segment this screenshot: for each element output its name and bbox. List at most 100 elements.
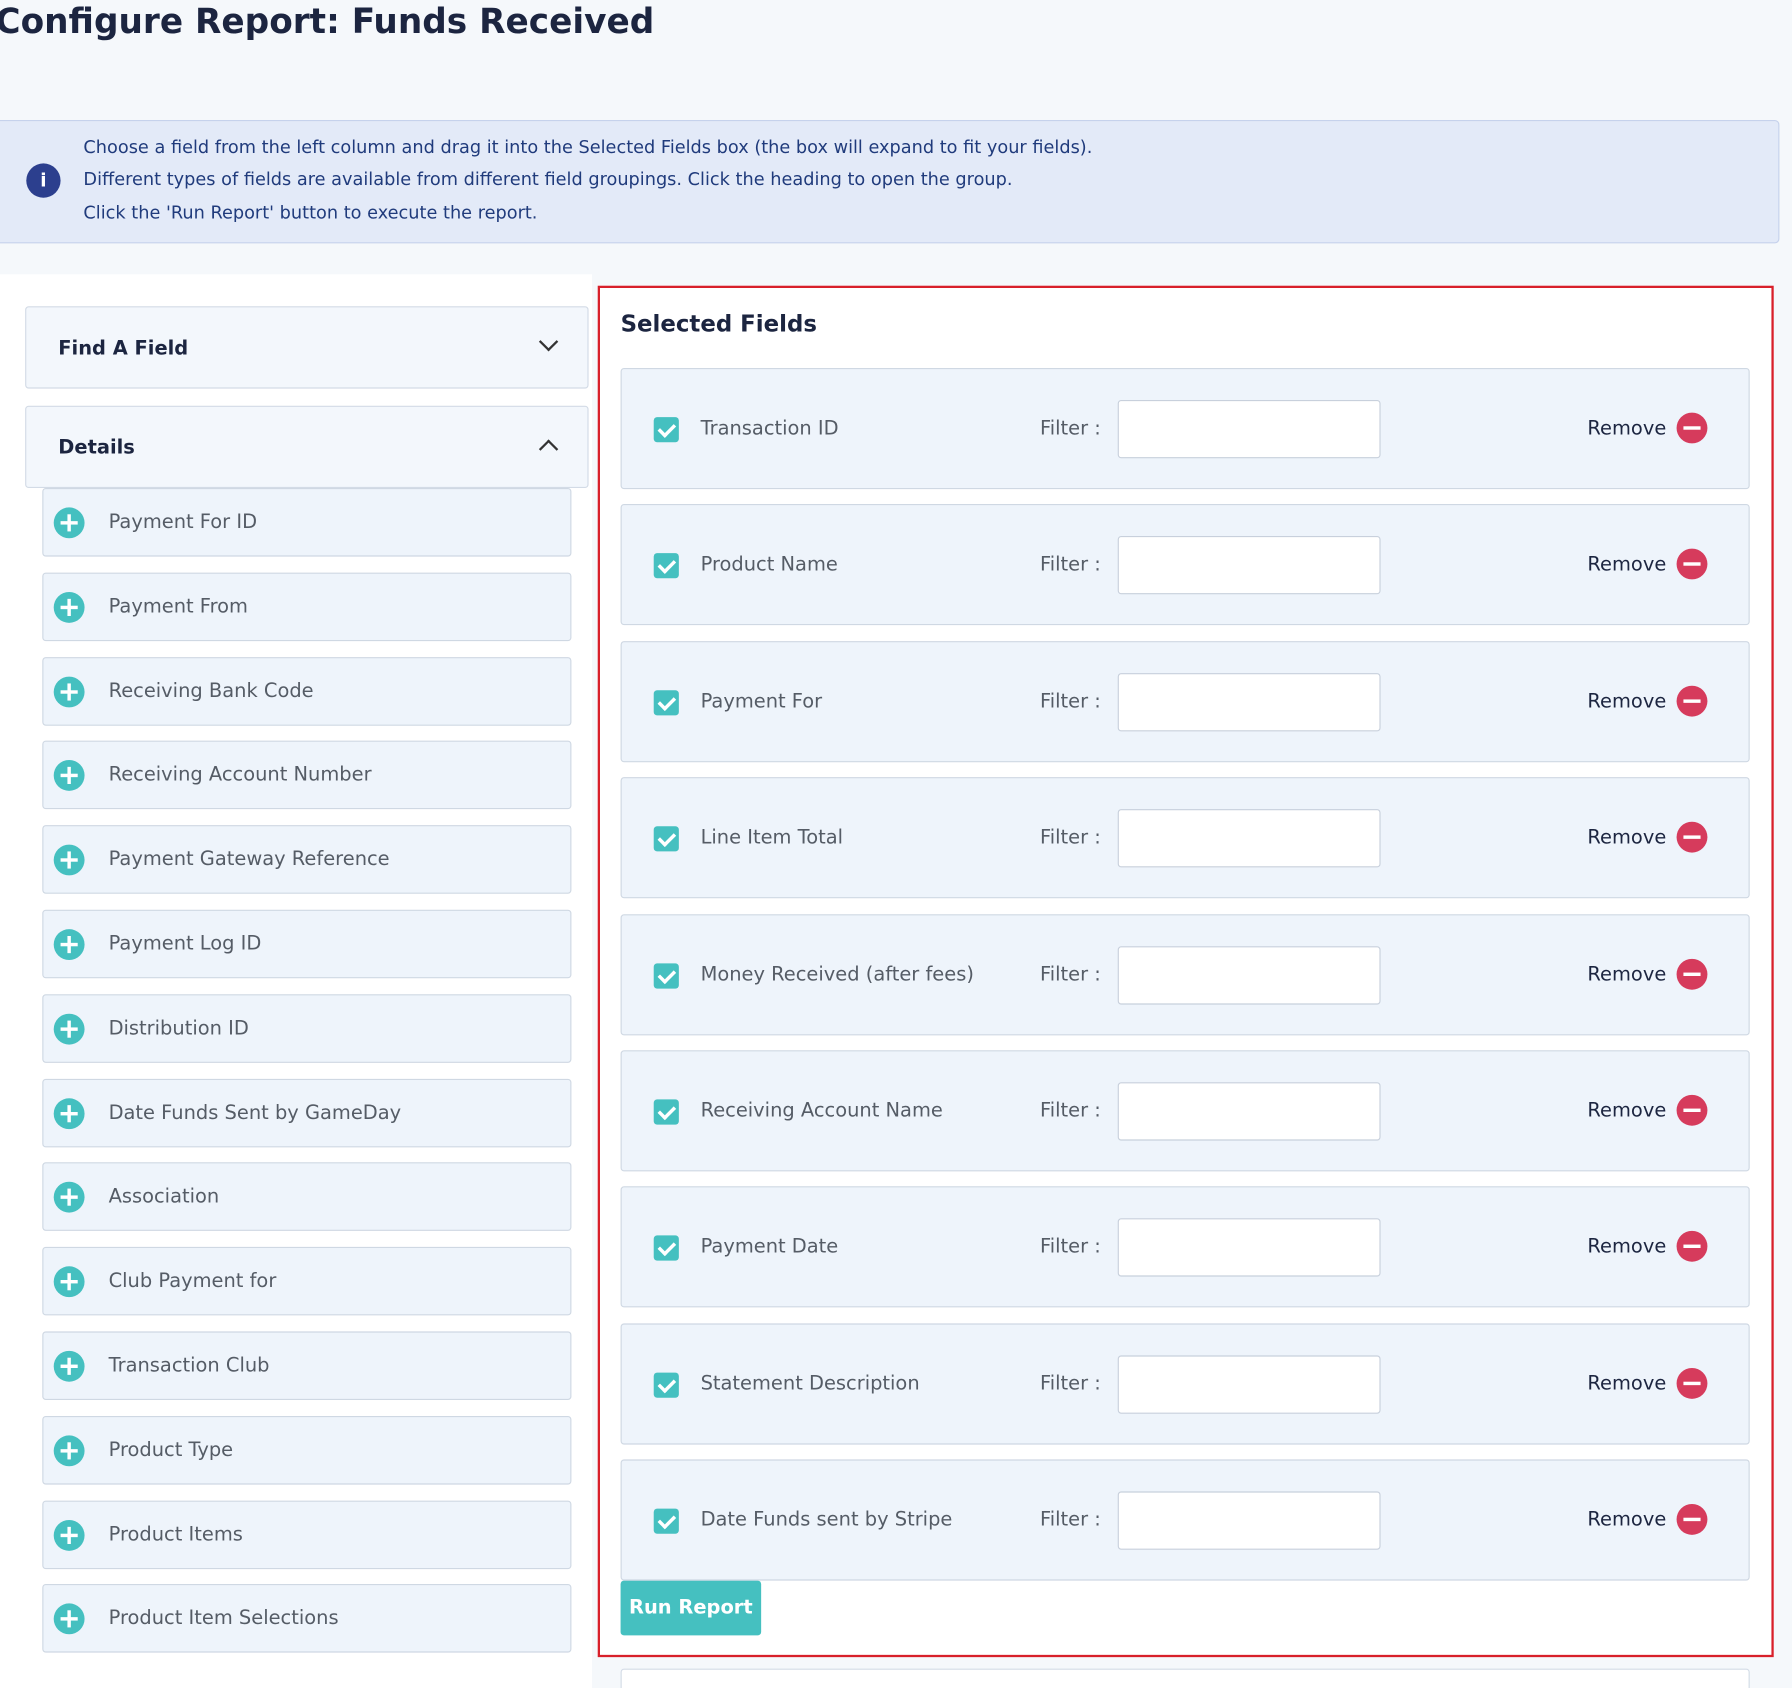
available-field[interactable]: Product Type — [42, 1415, 572, 1485]
details-toggle[interactable]: Details — [25, 405, 589, 488]
available-field[interactable]: Club Payment for — [42, 1247, 572, 1316]
available-field[interactable]: Date Funds Sent by GameDay — [42, 1078, 572, 1147]
remove-label[interactable]: Remove — [1587, 417, 1667, 440]
add-icon[interactable] — [53, 1097, 85, 1129]
available-field[interactable]: Distribution ID — [42, 994, 572, 1063]
remove-icon[interactable] — [1676, 1504, 1708, 1536]
checkbox[interactable] — [653, 1508, 679, 1534]
available-field[interactable]: Transaction Club — [42, 1331, 572, 1400]
add-icon[interactable] — [53, 591, 85, 623]
add-icon[interactable] — [53, 1182, 85, 1214]
add-icon[interactable] — [53, 1519, 85, 1551]
remove-label[interactable]: Remove — [1587, 1372, 1667, 1396]
remove-icon[interactable] — [1676, 958, 1708, 990]
info-text: Click the 'Run Report' button to execute… — [83, 201, 538, 223]
add-icon[interactable] — [53, 929, 85, 960]
available-field[interactable]: Payment For ID — [42, 487, 572, 557]
available-field[interactable]: Payment Log ID — [42, 909, 572, 979]
remove-icon[interactable] — [1676, 685, 1708, 717]
info-box — [0, 119, 1780, 244]
field-label: Payment Date — [700, 1235, 839, 1259]
remove-label[interactable]: Remove — [1587, 1099, 1667, 1123]
add-icon[interactable] — [53, 1435, 85, 1467]
field-label: Transaction Club — [108, 1354, 270, 1378]
remove-icon[interactable] — [1676, 1094, 1708, 1126]
checkbox[interactable] — [653, 1099, 679, 1125]
checkbox[interactable] — [653, 690, 679, 716]
available-field[interactable]: Receiving Account Number — [42, 741, 572, 810]
filter-label: Filter : — [1039, 1372, 1101, 1396]
selected-field: Product Name Filter : Remove — [620, 504, 1750, 626]
info-text: Choose a field from the left column and … — [83, 137, 1093, 158]
filter-input[interactable] — [1117, 809, 1381, 868]
checkbox[interactable] — [653, 826, 679, 852]
remove-label[interactable]: Remove — [1587, 1235, 1667, 1259]
add-icon[interactable] — [53, 1013, 85, 1045]
filter-label: Filter : — [1039, 553, 1101, 577]
remove-icon[interactable] — [1676, 1231, 1708, 1263]
remove-label[interactable]: Remove — [1587, 553, 1667, 577]
add-icon[interactable] — [53, 676, 85, 707]
filter-input[interactable] — [1117, 1082, 1381, 1141]
field-label: Receiving Bank Code — [108, 679, 314, 703]
add-icon[interactable] — [53, 1603, 85, 1635]
remove-label[interactable]: Remove — [1587, 1508, 1667, 1532]
group-title: Find A Field — [58, 337, 189, 360]
add-icon[interactable] — [53, 1350, 85, 1382]
remove-label[interactable]: Remove — [1587, 962, 1667, 986]
field-label: Payment For — [700, 690, 823, 713]
filter-input[interactable] — [1117, 1355, 1381, 1414]
selected-field: Transaction ID Filter : Remove — [620, 367, 1750, 490]
add-icon[interactable] — [53, 507, 85, 539]
field-label: Money Received (after fees) — [700, 962, 974, 986]
field-label: Payment For ID — [108, 510, 258, 534]
filter-input[interactable] — [1117, 1218, 1381, 1278]
available-field[interactable]: Product Items — [42, 1500, 572, 1569]
filter-label: Filter : — [1039, 690, 1101, 713]
next-panel — [620, 1668, 1750, 1688]
checkbox[interactable] — [653, 962, 679, 989]
filter-label: Filter : — [1039, 417, 1101, 440]
remove-icon[interactable] — [1676, 821, 1708, 853]
field-label: Transaction ID — [700, 417, 839, 440]
field-label: Club Payment for — [108, 1269, 277, 1293]
add-icon[interactable] — [53, 844, 85, 876]
filter-input[interactable] — [1117, 536, 1381, 595]
remove-label[interactable]: Remove — [1587, 690, 1667, 713]
checkbox[interactable] — [653, 1235, 679, 1262]
remove-icon[interactable] — [1676, 1367, 1708, 1399]
checkbox[interactable] — [653, 1372, 679, 1398]
remove-label[interactable]: Remove — [1587, 826, 1667, 850]
add-icon[interactable] — [53, 1266, 85, 1298]
selected-field: Line Item Total Filter : Remove — [620, 777, 1750, 899]
chevron — [538, 439, 559, 459]
filter-label: Filter : — [1039, 962, 1101, 986]
run-report-button[interactable]: Run Report — [620, 1580, 762, 1636]
find-field-toggle[interactable]: Find A Field — [25, 306, 589, 389]
filter-input[interactable] — [1117, 945, 1381, 1005]
filter-input[interactable] — [1117, 672, 1381, 732]
available-field[interactable]: Payment From — [42, 572, 572, 641]
field-label: Payment Gateway Reference — [108, 848, 390, 872]
selected-field: Money Received (after fees) Filter : Remov… — [620, 913, 1750, 1035]
checkbox[interactable] — [653, 553, 679, 579]
selected-field: Statement Description Filter : Remove — [620, 1323, 1750, 1445]
filter-label: Filter : — [1039, 826, 1101, 850]
field-label: Date Funds sent by Stripe — [700, 1508, 953, 1532]
available-field[interactable]: Receiving Bank Code — [42, 656, 572, 726]
available-field[interactable]: Payment Gateway Reference — [42, 825, 572, 894]
available-field[interactable]: Product Item Selections — [42, 1584, 572, 1654]
info-text: Different types of fields are available … — [83, 169, 1013, 191]
filter-input[interactable] — [1117, 1491, 1381, 1550]
available-field[interactable]: Association — [42, 1162, 572, 1232]
checkbox[interactable] — [653, 417, 679, 443]
filter-input[interactable] — [1117, 399, 1381, 459]
page-title: Configure Report: Funds Received — [0, 2, 655, 43]
field-label: Receiving Account Name — [700, 1099, 943, 1123]
remove-icon[interactable] — [1676, 412, 1708, 444]
add-icon[interactable] — [53, 760, 85, 792]
remove-icon[interactable] — [1676, 549, 1708, 580]
